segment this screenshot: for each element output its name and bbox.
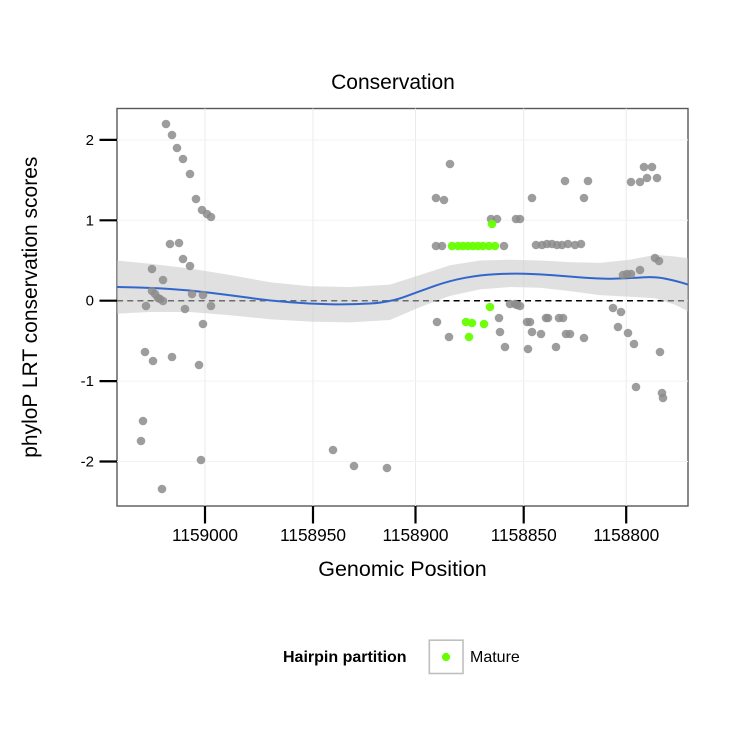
svg-text:1: 1: [86, 212, 94, 229]
svg-text:1159000: 1159000: [172, 525, 238, 545]
svg-text:1158950: 1158950: [280, 525, 346, 545]
svg-text:phyloP LRT conservation scores: phyloP LRT conservation scores: [19, 157, 42, 458]
svg-text:1158850: 1158850: [491, 525, 557, 545]
svg-text:1158900: 1158900: [383, 525, 449, 545]
svg-text:Genomic Position: Genomic Position: [318, 557, 487, 581]
svg-text:Mature: Mature: [470, 649, 520, 666]
svg-text:1158800: 1158800: [593, 525, 659, 545]
svg-text:Hairpin partition: Hairpin partition: [283, 649, 407, 666]
svg-text:-1: -1: [81, 373, 94, 390]
svg-text:2: 2: [86, 132, 94, 149]
svg-text:Conservation: Conservation: [331, 71, 455, 94]
svg-text:0: 0: [86, 293, 94, 310]
svg-text:-2: -2: [81, 454, 94, 471]
